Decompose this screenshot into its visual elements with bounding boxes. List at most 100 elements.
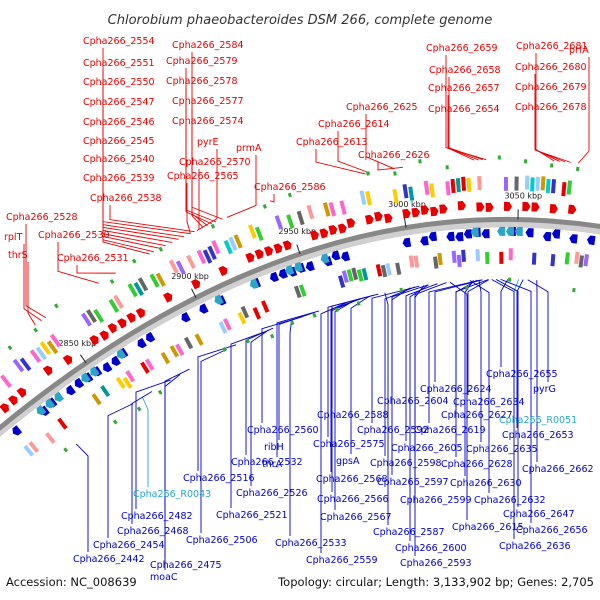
forward-gene-arrow	[309, 230, 319, 241]
feature-block	[524, 175, 530, 190]
feature-block	[508, 248, 513, 261]
gene-label-cpha266-2584: Cpha266_2584	[172, 40, 244, 51]
leader-line	[142, 397, 149, 487]
gene-label-cpha266-2657: Cpha266_2657	[428, 83, 500, 94]
feature-block	[46, 340, 59, 355]
feature-block	[222, 318, 232, 331]
feature-block	[576, 166, 580, 172]
reverse-gene-arrow	[420, 235, 429, 246]
reverse-gene-arrow	[470, 227, 479, 237]
feature-block	[566, 180, 573, 195]
gene-label-cpha266-2630: Cpha266_2630	[450, 478, 522, 489]
feature-block	[186, 254, 196, 270]
gene-label-cpha266-2538: Cpha266_2538	[90, 193, 162, 204]
gene-label-cpha266-2482: Cpha266_2482	[121, 511, 193, 522]
leader-line	[102, 185, 191, 235]
feature-block	[122, 376, 133, 390]
leader-line	[337, 131, 371, 174]
reverse-gene-arrow	[214, 294, 224, 305]
feature-block	[127, 283, 138, 298]
reverse-gene-arrow	[269, 271, 280, 283]
feature-block	[572, 287, 576, 293]
leader-line	[76, 265, 116, 274]
genome-backbone-shadow	[0, 219, 600, 437]
gene-label-cpha266-2680: Cpha266_2680	[515, 62, 587, 73]
reverse-gene-arrow	[146, 331, 156, 343]
feature-block	[455, 178, 461, 193]
gene-label-cpha266-2570: Cpha266_2570	[179, 157, 251, 168]
tick-mark	[296, 244, 301, 255]
feature-block	[296, 210, 305, 226]
gene-label-prma: prmA	[236, 143, 262, 154]
gene-label-cpha266-2560: Cpha266_2560	[247, 425, 319, 436]
forward-gene-arrow	[7, 395, 18, 406]
feature-block	[461, 249, 467, 262]
feature-block	[339, 200, 347, 215]
feature-block	[160, 351, 171, 365]
leader-line	[75, 443, 89, 552]
feature-block	[237, 311, 247, 325]
reverse-gene-arrow	[54, 391, 65, 402]
feature-block	[223, 239, 233, 255]
gene-label-cpha266-2531: Cpha266_2531	[57, 253, 129, 264]
feature-block	[23, 444, 35, 457]
gene-label-prfa: prfA	[569, 45, 589, 56]
feature-block	[158, 246, 164, 252]
feature-block	[574, 251, 580, 265]
gene-label-cpha266-2475: Cpha266_2475	[150, 560, 222, 571]
gene-label-cpha266-2605: Cpha266_2605	[391, 443, 463, 454]
gene-label-cpha266-2579: Cpha266_2579	[166, 56, 238, 67]
feature-block	[19, 357, 32, 372]
gene-label-cpha266-2516: Cpha266_2516	[183, 473, 255, 484]
feature-block	[149, 273, 160, 288]
forward-gene-arrow	[282, 240, 292, 251]
feature-block	[168, 259, 179, 274]
reverse-gene-arrow	[551, 229, 561, 239]
leader-line	[467, 279, 490, 395]
gene-label-cpha266-2647: Cpha266_2647	[503, 509, 575, 520]
feature-block	[137, 277, 149, 292]
feature-block	[429, 183, 435, 198]
gene-label-cpha266-2526: Cpha266_2526	[236, 488, 308, 499]
forward-gene-arrow	[549, 203, 558, 214]
gene-label-cpha266-2658: Cpha266_2658	[429, 65, 501, 76]
feature-block	[218, 321, 228, 334]
gene-label-cpha266-2566: Cpha266_2566	[317, 494, 389, 505]
feature-block	[140, 361, 150, 374]
reverse-gene-arrow	[103, 361, 113, 373]
reverse-gene-arrow	[12, 425, 23, 436]
forward-gene-arrow	[117, 318, 127, 329]
gene-label-cpha266-2625: Cpha266_2625	[346, 102, 418, 113]
forward-gene-arrow	[522, 201, 531, 212]
feature-block	[413, 255, 420, 268]
feature-block	[450, 178, 456, 194]
feature-block	[540, 176, 546, 191]
feature-block	[356, 301, 361, 306]
reverse-gene-arrow	[111, 355, 121, 367]
feature-block	[109, 279, 115, 285]
gene-label-cpha266-2653: Cpha266_2653	[502, 430, 574, 441]
reverse-gene-arrow	[497, 226, 506, 236]
feature-block	[33, 327, 39, 333]
leader-line	[191, 128, 204, 229]
feature-block	[108, 298, 120, 313]
forward-gene-arrow	[0, 403, 10, 414]
feature-block	[35, 346, 48, 361]
feature-block	[169, 345, 180, 358]
forward-gene-arrow	[273, 243, 283, 254]
leader-line	[135, 379, 171, 509]
gene-label-cpha266-2568: Cpha266_2568	[316, 474, 388, 485]
leader-line	[197, 344, 237, 471]
feature-block	[346, 269, 354, 282]
gene-label-cpha266-2468: Cpha266_2468	[117, 526, 189, 537]
leader-line	[434, 279, 483, 382]
feature-block	[240, 305, 250, 319]
gene-label-cpha266-2681: Cpha266_2681	[516, 41, 588, 52]
forward-gene-arrow	[567, 204, 577, 215]
feature-block	[125, 370, 136, 383]
feature-block	[222, 346, 227, 352]
feature-block	[262, 204, 267, 209]
forward-gene-arrow	[420, 205, 430, 215]
reverse-gene-arrow	[569, 234, 578, 244]
leader-line	[449, 281, 468, 520]
